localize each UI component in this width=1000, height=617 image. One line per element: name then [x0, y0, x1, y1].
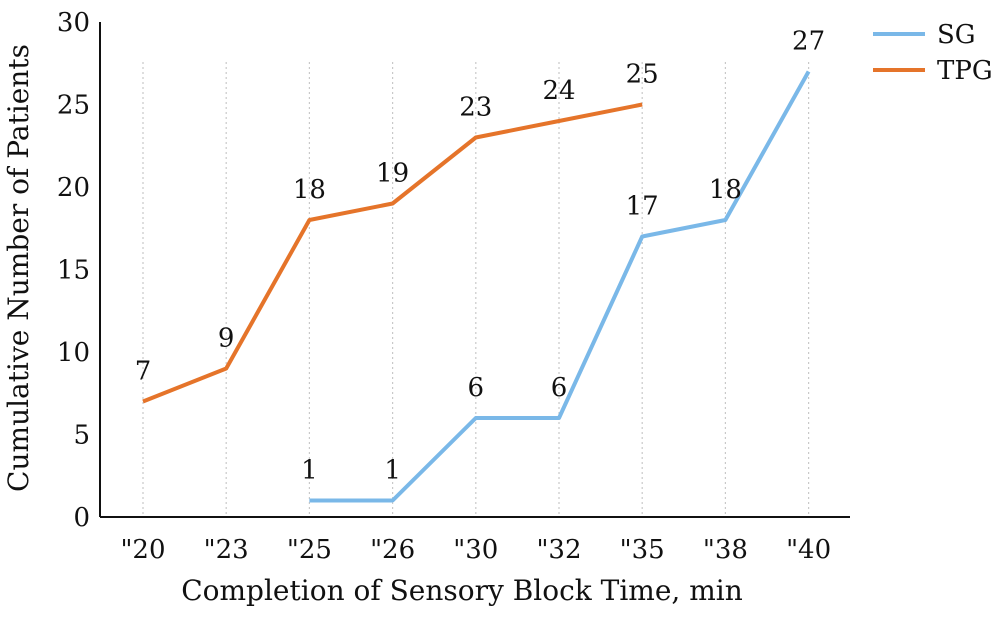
- y-tick-label: 20: [57, 173, 90, 203]
- data-label: 27: [792, 27, 825, 57]
- data-label: 17: [626, 192, 659, 222]
- grid-lines: [142, 62, 810, 517]
- y-tick-labels: 0 5 10 15 20 25 30: [57, 8, 90, 533]
- data-label: 6: [551, 373, 568, 403]
- data-label: 19: [376, 159, 409, 189]
- x-tick-label: "35: [620, 535, 665, 565]
- data-label: 7: [135, 357, 152, 387]
- x-tick-label: "20: [120, 535, 165, 565]
- data-label: 23: [459, 93, 492, 123]
- y-tick-label: 25: [57, 91, 90, 121]
- y-axis-title: Cumulative Number of Patients: [2, 44, 35, 492]
- data-label: 18: [709, 175, 742, 205]
- data-label: 18: [293, 175, 326, 205]
- series-lines: [142, 70, 811, 503]
- y-tick-label: 5: [73, 421, 90, 451]
- y-tick-label: 30: [57, 8, 90, 38]
- x-tick-label: "30: [453, 535, 498, 565]
- legend-label: TPG: [937, 56, 993, 86]
- data-label: 1: [301, 456, 318, 486]
- legend: SG TPG: [873, 20, 993, 86]
- data-label: 24: [542, 76, 575, 106]
- x-tick-label: "40: [786, 535, 831, 565]
- data-label: 9: [218, 324, 235, 354]
- data-label: 25: [626, 60, 659, 90]
- x-tick-label: "26: [370, 535, 415, 565]
- y-tick-label: 0: [73, 503, 90, 533]
- data-label: 6: [468, 373, 485, 403]
- series-line-tpg: [142, 102, 643, 404]
- x-axis-title: Completion of Sensory Block Time, min: [181, 574, 743, 607]
- x-tick-label: "23: [204, 535, 249, 565]
- x-tick-label: "38: [703, 535, 748, 565]
- data-label: 1: [384, 456, 401, 486]
- y-tick-label: 10: [57, 338, 90, 368]
- series-line-sg: [309, 70, 811, 503]
- x-tick-label: "32: [536, 535, 581, 565]
- x-tick-label: "25: [287, 535, 332, 565]
- x-tick-labels: "20 "23 "25 "26 "30 "32 "35 "38 "40: [120, 535, 831, 565]
- legend-label: SG: [937, 20, 976, 50]
- y-tick-label: 15: [57, 256, 90, 286]
- data-labels: 1 1 6 6 17 18 27 7 9 18 19 23 24 25: [135, 27, 825, 486]
